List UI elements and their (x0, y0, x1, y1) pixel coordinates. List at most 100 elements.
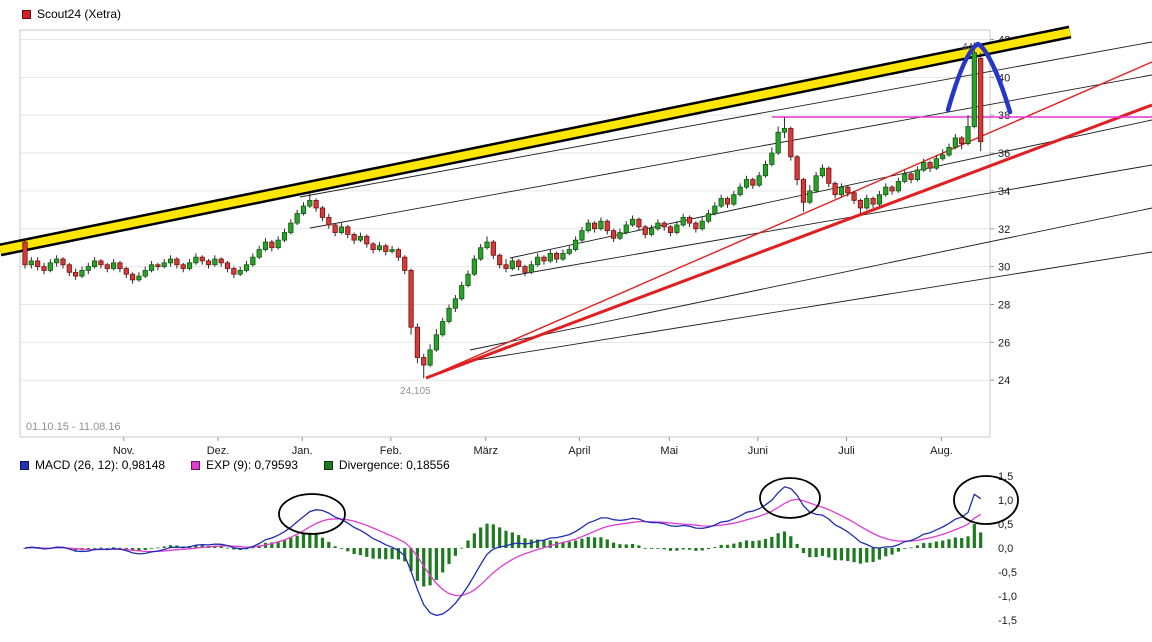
candle-body (535, 256, 541, 266)
candle-body (66, 264, 72, 273)
divergence-bar (460, 547, 464, 549)
divergence-bar (580, 538, 584, 548)
divergence-bar (352, 548, 356, 555)
divergence-bar (852, 548, 856, 563)
divergence-bar (618, 544, 622, 548)
candle-body (933, 158, 939, 169)
divergence-bar (605, 539, 609, 548)
divergence-bar (504, 530, 508, 548)
divergence-bar (681, 548, 685, 550)
divergence-bar (763, 538, 768, 548)
x-axis-label: Juli (838, 445, 855, 457)
divergence-bar (453, 548, 457, 556)
candle-body (819, 167, 826, 177)
divergence-bar (725, 544, 730, 548)
divergence-bar (371, 548, 375, 559)
divergence-bar (105, 547, 109, 549)
candle-body (186, 262, 193, 269)
trend-line (509, 119, 1152, 259)
candle-body (262, 241, 269, 250)
divergence-bar (865, 548, 869, 563)
candle-body (617, 232, 623, 239)
divergence-swatch-icon (323, 460, 333, 470)
candle-body (459, 285, 465, 300)
candle-body (471, 258, 477, 275)
divergence-bar (909, 547, 913, 549)
divergence-bar (529, 539, 533, 548)
divergence-bar (415, 548, 419, 581)
candle-body (604, 220, 610, 232)
exp-line-swatch-icon (191, 460, 201, 470)
divergence-bar (403, 548, 407, 562)
circle-annotation (953, 475, 1019, 525)
candle-body (28, 260, 34, 266)
candle-body (79, 270, 85, 277)
candle-body (541, 256, 547, 262)
divergence-bar (485, 523, 489, 548)
divergence-bar (567, 541, 571, 548)
macd-axis-label: 0,5 (998, 519, 1013, 531)
candle-body (775, 131, 781, 154)
divergence-bar (23, 548, 27, 549)
candle-body (256, 249, 262, 258)
divergence-bar (586, 536, 590, 548)
candle-body (269, 241, 275, 249)
divergence-bar (86, 548, 90, 550)
divergence-bar (523, 538, 527, 548)
trend-channel-line (0, 28, 1071, 254)
divergence-bar (295, 535, 299, 548)
candle-body (288, 222, 294, 233)
candle-body (978, 57, 984, 143)
candle-body (503, 264, 509, 269)
candle-body (484, 241, 490, 249)
y-axis-label: 24 (998, 375, 1010, 387)
macd-axis-label: -1,5 (998, 615, 1017, 627)
divergence-bar (979, 532, 983, 548)
candle-body (838, 186, 845, 196)
divergence-bar (732, 543, 736, 548)
candle-body (648, 228, 655, 235)
divergence-bar (390, 548, 394, 559)
x-axis-label: Juni (748, 445, 768, 457)
candle-body (870, 198, 876, 205)
divergence-bar (668, 548, 673, 551)
candle-body (73, 271, 79, 277)
divergence-bar (947, 539, 951, 548)
divergence-bar (118, 547, 122, 549)
candle-body (427, 349, 433, 366)
divergence-bar (270, 542, 274, 548)
candle-body (345, 226, 351, 235)
candle-body (832, 182, 838, 196)
divergence-bar (675, 548, 679, 551)
divergence-bar (922, 543, 926, 548)
candle-body (167, 258, 174, 264)
plot-border (19, 29, 991, 438)
divergence-bar (827, 548, 831, 558)
candle-body (364, 235, 370, 245)
divergence-bar (441, 548, 445, 573)
date-range-label: 01.10.15 - 11.08.16 (26, 421, 121, 433)
candle-body (509, 260, 515, 269)
candle-body (781, 128, 788, 133)
candle-body (794, 156, 800, 180)
candle-body (85, 266, 91, 271)
divergence-bar (200, 545, 204, 548)
divergence-bar (858, 548, 863, 564)
x-axis-label: Dez. (207, 445, 230, 457)
drawn-peak-annotation (945, 41, 1013, 115)
divergence-bar (896, 548, 900, 552)
macd-axis-label: 0,0 (998, 543, 1013, 555)
divergence-bar (884, 548, 888, 557)
x-axis-label: Jan. (292, 445, 313, 457)
candle-body (490, 241, 496, 256)
divergence-bar (232, 548, 236, 550)
trend-line (309, 74, 1152, 229)
macd-line (24, 486, 982, 617)
candle-body (921, 162, 927, 171)
divergence-bar (282, 539, 287, 548)
candle-body (136, 275, 142, 281)
candle-body (98, 260, 104, 266)
macd-legend-label: MACD (26, 12): 0,98148 (35, 458, 166, 472)
candle-body (338, 226, 345, 233)
divergence-bar (630, 544, 635, 548)
